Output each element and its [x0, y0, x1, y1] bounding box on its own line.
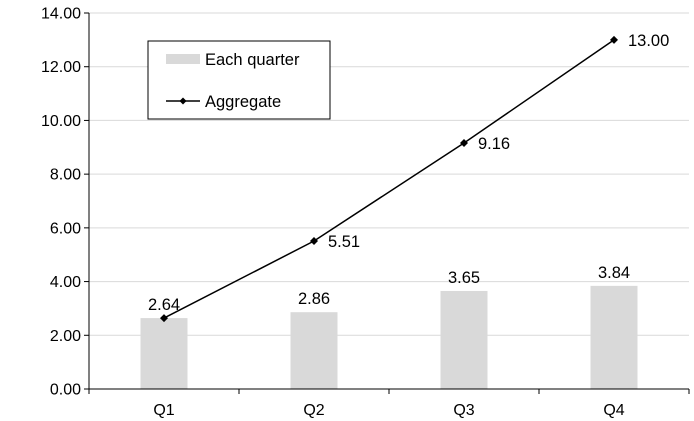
line-marker: [310, 237, 318, 246]
line-data-label: 5.51: [328, 233, 360, 251]
line-data-label: 13.00: [628, 32, 669, 50]
line-series: [160, 35, 618, 323]
bar-data-label: 3.65: [448, 269, 480, 287]
y-tick-label: 14.00: [41, 6, 81, 23]
y-tick-label: 8.00: [50, 167, 81, 184]
legend: Each quarter Aggregate: [147, 40, 331, 120]
bar-data-label: 2.86: [298, 290, 330, 308]
x-tick-label: Q2: [303, 402, 324, 419]
legend-swatch-marker: [179, 97, 187, 105]
bar: [140, 318, 188, 389]
bar: [440, 290, 488, 389]
legend-label-bar: Each quarter: [205, 51, 300, 69]
legend-label-line: Aggregate: [205, 93, 281, 111]
y-tick-label: 2.00: [50, 328, 81, 345]
line-marker: [160, 314, 168, 323]
y-axis-ticks: 0.00 2.00 4.00 6.00 8.00 10.00 12.00 14.00: [41, 6, 89, 399]
bar: [590, 285, 638, 389]
y-tick-label: 0.00: [50, 382, 81, 399]
line-marker: [610, 35, 618, 44]
y-tick-label: 6.00: [50, 220, 81, 237]
bar-series: [140, 285, 638, 389]
line-marker: [460, 138, 468, 147]
legend-swatch-bar: [166, 54, 200, 64]
data-labels: 2.64 2.86 3.65 3.84 5.51 9.16 13.00: [148, 32, 669, 314]
y-tick-label: 4.00: [50, 274, 81, 291]
bar-data-label: 2.64: [148, 296, 180, 314]
y-tick-label: 10.00: [41, 113, 81, 130]
bar-data-label: 3.84: [598, 264, 630, 282]
bar: [290, 312, 338, 389]
line-data-label: 9.16: [478, 135, 510, 153]
legend-box: [147, 40, 331, 120]
x-tick-label: Q3: [453, 402, 474, 419]
x-tick-label: Q4: [603, 402, 624, 419]
aggregate-line: [163, 39, 615, 319]
x-axis-ticks: Q1 Q2 Q3 Q4: [88, 389, 690, 419]
y-tick-label: 12.00: [41, 59, 81, 76]
x-tick-label: Q1: [153, 402, 174, 419]
